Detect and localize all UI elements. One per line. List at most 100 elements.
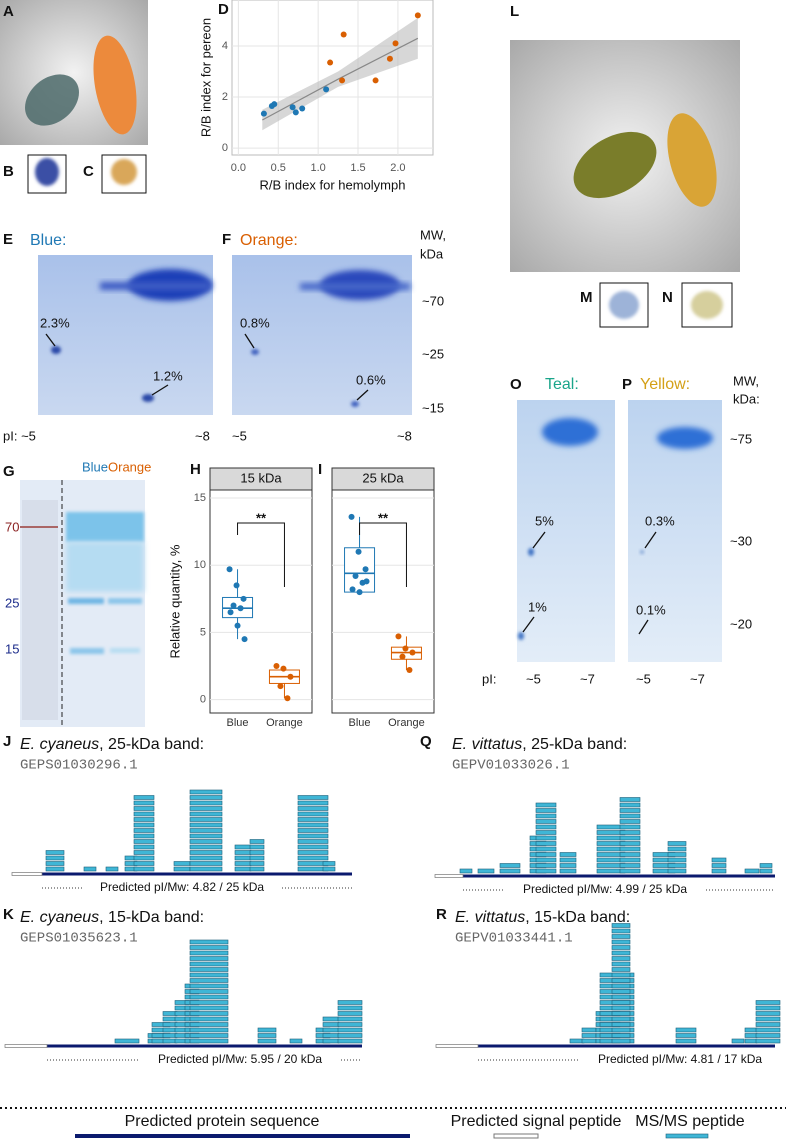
ms-peptide	[133, 806, 155, 811]
mw-label: ~30	[730, 533, 752, 548]
ms-peptide	[337, 1016, 363, 1022]
ms-peptide	[189, 866, 223, 872]
teal-hemolymph	[609, 291, 639, 319]
ms-peptide	[611, 950, 631, 956]
ms-peptide	[337, 1022, 363, 1027]
point	[241, 636, 248, 643]
spot-label: 2.3%	[40, 315, 70, 330]
ms-peptide	[611, 1033, 631, 1038]
ms-peptide	[189, 945, 229, 950]
ms-peptide	[189, 1016, 229, 1022]
ms-peptide	[189, 1000, 229, 1005]
point	[406, 667, 413, 674]
ms-peptide	[133, 828, 155, 833]
accession: GEPS01030296.1	[20, 758, 138, 774]
ms-peptide	[667, 863, 687, 868]
ms-peptide	[759, 868, 773, 874]
ms-peptide	[189, 817, 223, 822]
gel-title: Yellow:	[640, 376, 690, 393]
ms-peptide	[619, 824, 641, 830]
ms-peptide	[189, 978, 229, 983]
panel-letter: K	[3, 906, 14, 923]
ms-peptide	[133, 839, 155, 844]
ms-peptide	[731, 1038, 745, 1044]
pi-label: pI: ~5	[3, 428, 36, 443]
ms-peptide	[499, 863, 521, 868]
panel-letter: Q	[420, 733, 432, 750]
ms-peptide	[459, 868, 473, 874]
mw-label: kDa:	[733, 391, 760, 406]
ms-peptide	[755, 1005, 781, 1011]
ms-peptide	[297, 800, 329, 806]
ms-peptide	[234, 844, 252, 850]
caption-bg	[580, 1052, 780, 1068]
ms-peptide	[322, 861, 336, 866]
ms-peptide	[257, 1033, 277, 1038]
ms-peptide	[711, 868, 727, 874]
ms-peptide	[189, 822, 223, 828]
ms-peptide	[535, 868, 557, 874]
ms-peptide	[619, 863, 641, 868]
y-tick-label: 5	[200, 626, 206, 638]
gel-blob	[657, 427, 713, 449]
signal-peptide	[4, 1044, 48, 1048]
mw-label: kDa	[420, 246, 444, 261]
spot-label: 0.1%	[636, 602, 666, 617]
ms-peptide	[611, 983, 631, 989]
panel-letter: A	[3, 3, 14, 20]
ladder	[22, 500, 58, 720]
point	[339, 77, 346, 84]
ms-peptide	[189, 939, 229, 945]
x-tick-label: Blue	[349, 717, 371, 729]
pi-label: ~5	[636, 671, 651, 686]
y-tick-label: 10	[194, 559, 206, 571]
ms-peptide	[611, 928, 631, 934]
ms-peptide	[189, 844, 223, 850]
pi-label: pI:	[482, 671, 496, 686]
mw-label: MW,	[733, 373, 759, 388]
caption-bg	[82, 880, 282, 896]
lane-label: Blue	[82, 459, 108, 474]
gel-title: Orange:	[240, 232, 298, 249]
marker-label: 15	[5, 641, 19, 656]
x-tick-label: 2.0	[390, 162, 405, 174]
ms-peptide	[759, 863, 773, 868]
plot-area	[331, 489, 435, 714]
ms-peptide	[667, 852, 687, 857]
band: , 15-kDa band:	[99, 909, 204, 926]
ms-peptide	[45, 861, 65, 866]
x-tick-label: Orange	[266, 717, 303, 729]
ms-peptide	[611, 994, 631, 1000]
orange-hemolymph	[111, 159, 137, 185]
ms-peptide	[189, 795, 223, 800]
ms-peptide	[619, 841, 641, 846]
accession: GEPV01033026.1	[452, 758, 570, 774]
x-axis-label: R/B index for hemolymph	[260, 177, 406, 192]
x-tick-label: Blue	[227, 717, 249, 729]
point	[356, 589, 363, 596]
ms-peptide	[477, 868, 495, 874]
mw-label: ~75	[730, 431, 752, 446]
ms-peptide	[535, 841, 557, 846]
ms-peptide	[755, 1022, 781, 1027]
ms-peptide	[619, 846, 641, 852]
ms-peptide	[189, 800, 223, 806]
ms-peptide	[189, 961, 229, 967]
spot-label: 0.3%	[645, 513, 675, 528]
species: E. cyaneus	[20, 909, 99, 926]
ms-peptide	[755, 1000, 781, 1005]
ms-peptide	[133, 822, 155, 828]
ms-peptide	[611, 1011, 631, 1016]
ms-peptide	[189, 950, 229, 956]
ms-peptide	[133, 833, 155, 839]
point	[327, 59, 334, 66]
point	[386, 55, 393, 62]
ms-peptide	[249, 866, 265, 872]
point	[230, 602, 237, 609]
ms-peptide	[611, 978, 631, 983]
ms-peptide	[189, 1038, 229, 1044]
x-tick-label: Orange	[388, 717, 425, 729]
species: E. cyaneus	[20, 736, 99, 753]
legend-label: Predicted protein sequence	[125, 1113, 320, 1130]
ms-peptide	[297, 817, 329, 822]
